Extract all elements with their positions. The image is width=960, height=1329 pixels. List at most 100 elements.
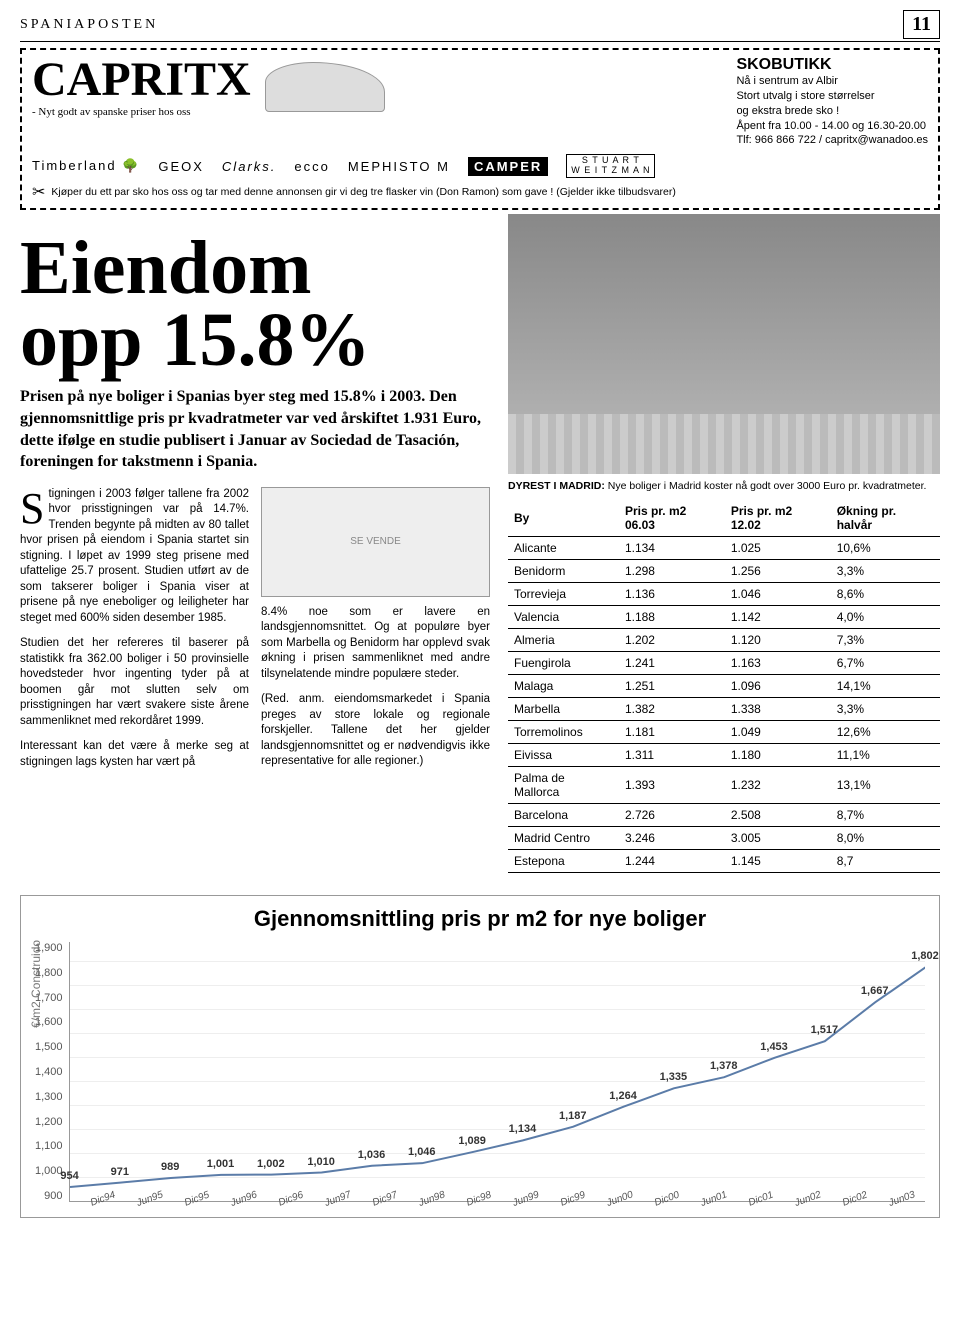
lead-paragraph: Prisen på nye boliger i Spanias byer ste… [20, 386, 490, 472]
table-row: Estepona1.2441.1458,7 [508, 850, 940, 873]
table-cell: 1.232 [725, 767, 831, 804]
table-cell: 1.251 [619, 675, 725, 698]
table-row: Alicante1.1341.02510,6% [508, 537, 940, 560]
table-cell: Torrevieja [508, 583, 619, 606]
table-cell: 3,3% [831, 698, 940, 721]
table-cell: 3.005 [725, 827, 831, 850]
table-header: Pris pr. m2 06.03 [619, 500, 725, 537]
point-label: 1,187 [559, 1110, 587, 1122]
ad-brands: Timberland 🌳 GEOX Clarks. ecco MEPHISTO … [32, 154, 928, 178]
table-cell: 1.163 [725, 652, 831, 675]
ad-line: Stort utvalg i store størrelser [736, 89, 928, 104]
point-label: 1,378 [710, 1060, 738, 1072]
table-row: Fuengirola1.2411.1636,7% [508, 652, 940, 675]
point-label: 1,046 [408, 1146, 436, 1158]
article-body: Stigningen i 2003 følger tallene fra 200… [20, 487, 490, 781]
point-label: 971 [111, 1166, 129, 1178]
table-row: Torrevieja1.1361.0468,6% [508, 583, 940, 606]
y-axis-label: €/m2 Construido [29, 940, 43, 1028]
table-row: Malaga1.2511.09614,1% [508, 675, 940, 698]
point-label: 1,453 [760, 1041, 788, 1053]
table-row: Almeria1.2021.1207,3% [508, 629, 940, 652]
table-cell: Fuengirola [508, 652, 619, 675]
point-label: 1,089 [458, 1135, 486, 1147]
table-row: Palma de Mallorca1.3931.23213,1% [508, 767, 940, 804]
brand: ecco [294, 159, 329, 174]
chart-plot: 9549719891,0011,0021,0101,0361,0461,0891… [69, 942, 925, 1202]
y-tick: 1,400 [35, 1066, 63, 1078]
table-cell: Valencia [508, 606, 619, 629]
point-label: 1,802 [911, 951, 939, 963]
table-cell: Almeria [508, 629, 619, 652]
table-cell: Palma de Mallorca [508, 767, 619, 804]
table-cell: 1.180 [725, 744, 831, 767]
table-header: By [508, 500, 619, 537]
price-table: By Pris pr. m2 06.03 Pris pr. m2 12.02 Ø… [508, 500, 940, 873]
ad-info: SKOBUTIKK Nå i sentrum av Albir Stort ut… [736, 56, 928, 148]
ad-footer: ✂ Kjøper du ett par sko hos oss og tar m… [32, 182, 928, 202]
illustration: SE VENDE [261, 487, 490, 597]
table-cell: 1.120 [725, 629, 831, 652]
brand: Clarks. [222, 159, 276, 174]
ad-tagline: - Nyt godt av spanske priser hos oss [32, 106, 251, 118]
table-cell: 1.134 [619, 537, 725, 560]
brand: Timberland 🌳 [32, 158, 140, 174]
ad-line: og ekstra brede sko ! [736, 104, 928, 119]
table-cell: 2.508 [725, 804, 831, 827]
chart-section: Gjennomsnittling pris pr m2 for nye boli… [20, 895, 940, 1218]
table-cell: 1.096 [725, 675, 831, 698]
table-cell: 8,0% [831, 827, 940, 850]
ad-heading: SKOBUTIKK [736, 56, 928, 74]
table-cell: Torremolinos [508, 721, 619, 744]
ad-footer-text: Kjøper du ett par sko hos oss og tar med… [51, 186, 675, 198]
caption-bold: DYREST I MADRID: [508, 480, 605, 492]
point-label: 1,002 [257, 1158, 285, 1170]
headline: Eiendomopp 15.8% [20, 232, 490, 376]
dropcap: S [20, 487, 48, 526]
table-row: Madrid Centro3.2463.0058,0% [508, 827, 940, 850]
table-cell: 13,1% [831, 767, 940, 804]
table-cell: 1.188 [619, 606, 725, 629]
ad-line: Tlf: 966 866 722 / capritx@wanadoo.es [736, 133, 928, 148]
table-cell: 8,7 [831, 850, 940, 873]
y-tick: 1,100 [35, 1140, 63, 1152]
table-cell: 1.244 [619, 850, 725, 873]
table-row: Barcelona2.7262.5088,7% [508, 804, 940, 827]
table-cell: 7,3% [831, 629, 940, 652]
table-cell: 1.181 [619, 721, 725, 744]
brand: MEPHISTO M [348, 159, 450, 174]
table-cell: 1.338 [725, 698, 831, 721]
y-tick: 1,000 [35, 1165, 63, 1177]
brand: GEOX [158, 159, 204, 174]
page-number: 11 [903, 10, 940, 39]
table-cell: 12,6% [831, 721, 940, 744]
paragraph: (Red. anm. eiendomsmarkedet i Spania pre… [261, 692, 490, 770]
table-cell: Marbella [508, 698, 619, 721]
table-cell: 1.049 [725, 721, 831, 744]
y-tick: 1,500 [35, 1041, 63, 1053]
table-cell: Malaga [508, 675, 619, 698]
table-cell: 1.311 [619, 744, 725, 767]
table-cell: 2.726 [619, 804, 725, 827]
article-photo [508, 214, 940, 474]
table-cell: 6,7% [831, 652, 940, 675]
table-cell: 1.145 [725, 850, 831, 873]
table-cell: 8,6% [831, 583, 940, 606]
table-cell: 1.202 [619, 629, 725, 652]
point-label: 1,335 [660, 1072, 688, 1084]
y-tick: 1,200 [35, 1116, 63, 1128]
table-cell: Estepona [508, 850, 619, 873]
table-cell: Alicante [508, 537, 619, 560]
table-cell: 4,0% [831, 606, 940, 629]
table-cell: Eivissa [508, 744, 619, 767]
table-cell: 8,7% [831, 804, 940, 827]
point-label: 1,134 [509, 1124, 537, 1136]
publication-name: SPANIAPOSTEN [20, 17, 158, 33]
paragraph: 8.4% noe som er lavere en landsgjennomsn… [261, 605, 490, 683]
table-header: Økning pr. halvår [831, 500, 940, 537]
table-cell: 1.046 [725, 583, 831, 606]
point-label: 1,667 [861, 986, 889, 998]
chart-title: Gjennomsnittling pris pr m2 for nye boli… [35, 906, 925, 932]
table-cell: Madrid Centro [508, 827, 619, 850]
brand: CAMPER [468, 157, 548, 176]
